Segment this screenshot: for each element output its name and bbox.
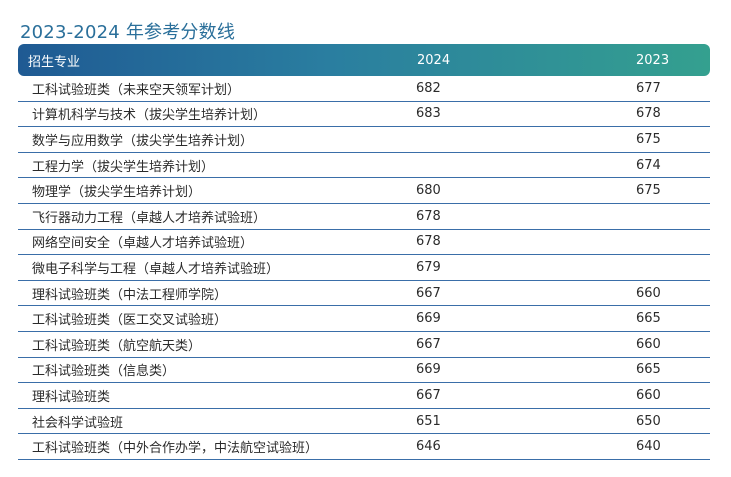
table-row: 工科试验班类（航空航天类） 667 660 <box>18 332 710 358</box>
cell-2024: 651 <box>416 413 441 429</box>
table-row: 工科试验班类（未来空天领军计划） 682 677 <box>18 76 710 102</box>
cell-2024: 682 <box>416 80 441 96</box>
cell-major: 工科试验班类（未来空天领军计划） <box>32 82 241 98</box>
cell-major: 工科试验班类（信息类） <box>32 364 176 380</box>
cell-2023: 660 <box>636 387 661 403</box>
cell-2024: 680 <box>416 183 441 199</box>
cell-2024: 678 <box>416 234 441 250</box>
table-body: 工科试验班类（未来空天领军计划） 682 677 计算机科学与技术（拔尖学生培养计划）… <box>18 76 710 460</box>
cell-2024: 678 <box>416 208 441 224</box>
cell-2023: 640 <box>636 439 661 455</box>
table-row: 物理学（拔尖学生培养计划） 680 675 <box>18 178 710 204</box>
header-2024: 2024 <box>417 52 451 68</box>
header-major: 招生专业 <box>28 54 81 70</box>
table-row: 理科试验班类（中法工程师学院） 667 660 <box>18 281 710 307</box>
cell-2024: 667 <box>416 285 441 301</box>
table-row: 数学与应用数学（拔尖学生培养计划） 675 <box>18 127 710 153</box>
cell-major: 工科试验班类（中外合作办学，中法航空试验班） <box>32 441 319 457</box>
cell-major: 工科试验班类（医工交叉试验班） <box>32 313 228 329</box>
cell-2023: 675 <box>636 183 661 199</box>
table-row: 计算机科学与技术（拔尖学生培养计划） 683 678 <box>18 102 710 128</box>
table-row: 工科试验班类（信息类） 669 665 <box>18 358 710 384</box>
score-table: 招生专业 2024 2023 工科试验班类（未来空天领军计划） 682 677 计算机… <box>18 44 710 460</box>
cell-2023: 674 <box>636 157 661 173</box>
table-row: 网络空间安全（卓越人才培养试验班） 678 <box>18 230 710 256</box>
table-row: 工科试验班类（医工交叉试验班） 669 665 <box>18 306 710 332</box>
cell-2024: 669 <box>416 311 441 327</box>
cell-2023: 675 <box>636 131 661 147</box>
cell-2023: 650 <box>636 413 661 429</box>
cell-2024: 683 <box>416 106 441 122</box>
cell-major: 计算机科学与技术（拔尖学生培养计划） <box>32 108 267 124</box>
cell-major: 工程力学（拔尖学生培养计划） <box>32 159 215 175</box>
cell-major: 网络空间安全（卓越人才培养试验班） <box>32 236 254 252</box>
cell-major: 飞行器动力工程（卓越人才培养试验班） <box>32 210 267 226</box>
table-row: 社会科学试验班 651 650 <box>18 409 710 435</box>
cell-major: 理科试验班类 <box>32 389 111 405</box>
page-title: 2023-2024 年参考分数线 <box>20 22 236 44</box>
cell-2023: 678 <box>636 106 661 122</box>
cell-2024: 679 <box>416 259 441 275</box>
cell-2023: 660 <box>636 285 661 301</box>
cell-major: 物理学（拔尖学生培养计划） <box>32 185 202 201</box>
cell-major: 理科试验班类（中法工程师学院） <box>32 287 228 303</box>
cell-2024: 667 <box>416 336 441 352</box>
cell-2023: 665 <box>636 362 661 378</box>
table-row: 理科试验班类 667 660 <box>18 383 710 409</box>
cell-2023: 665 <box>636 311 661 327</box>
table-row: 飞行器动力工程（卓越人才培养试验班） 678 <box>18 204 710 230</box>
cell-2024: 667 <box>416 387 441 403</box>
table-header: 招生专业 2024 2023 <box>18 44 710 76</box>
header-2023: 2023 <box>636 52 670 68</box>
cell-2023: 677 <box>636 80 661 96</box>
cell-2024: 646 <box>416 439 441 455</box>
table-row: 工程力学（拔尖学生培养计划） 674 <box>18 153 710 179</box>
cell-2024: 669 <box>416 362 441 378</box>
cell-2023: 660 <box>636 336 661 352</box>
cell-major: 数学与应用数学（拔尖学生培养计划） <box>32 133 254 149</box>
cell-major: 工科试验班类（航空航天类） <box>32 338 202 354</box>
cell-major: 微电子科学与工程（卓越人才培养试验班） <box>32 261 280 277</box>
cell-major: 社会科学试验班 <box>32 415 124 431</box>
table-row: 工科试验班类（中外合作办学，中法航空试验班） 646 640 <box>18 434 710 460</box>
table-row: 微电子科学与工程（卓越人才培养试验班） 679 <box>18 255 710 281</box>
